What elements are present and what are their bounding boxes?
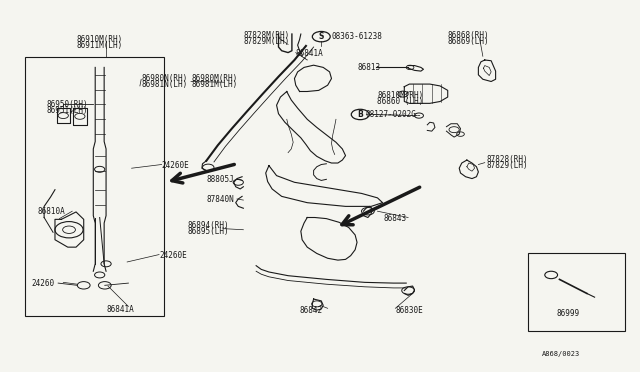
- Bar: [25, 57, 164, 317]
- Text: 86843: 86843: [384, 214, 407, 223]
- Text: B: B: [357, 110, 363, 119]
- Text: 86869(LH): 86869(LH): [448, 37, 490, 46]
- Text: 87840N: 87840N: [207, 195, 235, 204]
- Text: 86860 (LH): 86860 (LH): [378, 97, 424, 106]
- Text: 86894(RH): 86894(RH): [188, 221, 229, 230]
- Text: 86980N(RH): 86980N(RH): [141, 74, 188, 83]
- Text: 86911M(LH): 86911M(LH): [76, 41, 122, 51]
- Text: 86868(RH): 86868(RH): [448, 31, 490, 40]
- Text: 86980M(RH): 86980M(RH): [191, 74, 237, 83]
- Text: 86910M(RH): 86910M(RH): [76, 35, 122, 44]
- Text: 86981M(LH): 86981M(LH): [191, 80, 237, 89]
- Bar: [527, 253, 625, 331]
- Text: 24260E: 24260E: [159, 251, 187, 260]
- Text: 08127-0202G: 08127-0202G: [365, 110, 416, 119]
- Text: 86950(RH): 86950(RH): [47, 100, 88, 109]
- Text: A868/0023: A868/0023: [542, 350, 580, 356]
- Text: 24260: 24260: [31, 279, 54, 288]
- Text: 86841A: 86841A: [106, 305, 134, 314]
- Text: 86999: 86999: [556, 310, 579, 318]
- Text: S: S: [319, 32, 324, 41]
- Text: 87828M(RH): 87828M(RH): [243, 31, 290, 40]
- Text: 86841A: 86841A: [296, 49, 323, 58]
- Text: 86830E: 86830E: [396, 306, 423, 315]
- Text: 08363-61238: 08363-61238: [332, 32, 382, 41]
- Text: 86813: 86813: [357, 63, 380, 72]
- Text: 24260E: 24260E: [162, 161, 189, 170]
- Text: 86895(LH): 86895(LH): [188, 227, 229, 237]
- Text: 86842: 86842: [300, 306, 323, 315]
- Text: 87828(RH): 87828(RH): [486, 155, 527, 164]
- Text: 86951(LH): 86951(LH): [47, 106, 88, 115]
- Text: 87829M(LH): 87829M(LH): [243, 37, 290, 46]
- Text: 86810M(RH): 86810M(RH): [378, 91, 424, 100]
- Text: 86810A: 86810A: [38, 208, 65, 217]
- Text: 87829(LH): 87829(LH): [486, 161, 527, 170]
- Text: 86981N(LH): 86981N(LH): [141, 80, 188, 89]
- Text: 88805J: 88805J: [207, 175, 235, 184]
